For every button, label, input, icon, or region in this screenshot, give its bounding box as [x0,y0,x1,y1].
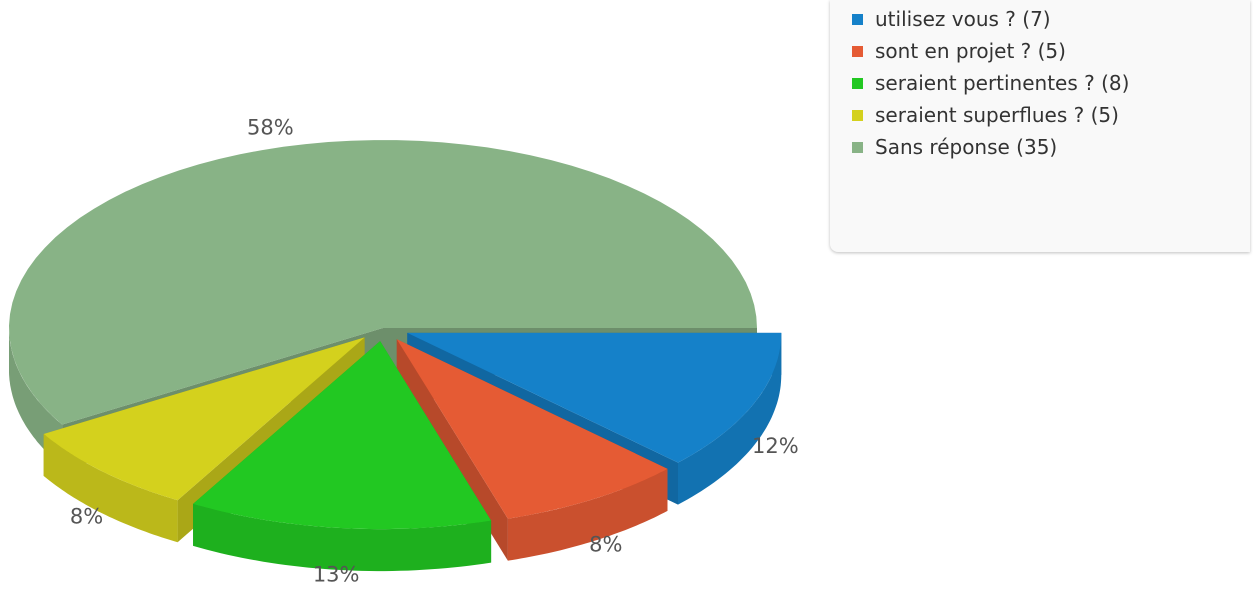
legend-label: seraient superflues ? (5) [875,103,1119,127]
legend-swatch [852,78,863,89]
slice-top [43,337,365,501]
legend-label: utilisez vous ? (7) [875,7,1051,31]
slice-wall [678,332,782,505]
chart: 12% 8% 13% 8% 58% [9,116,799,587]
legend-item: seraient pertinentes ? (8) [852,72,1250,94]
slice-wall [43,434,178,543]
data-label: 8% [589,533,622,557]
legend-swatch [852,14,863,25]
legend-swatch [852,46,863,57]
slice-wall [193,503,492,572]
legend-item: seraient superflues ? (5) [852,104,1250,126]
legend-item: utilisez vous ? (7) [852,8,1250,30]
legend-item: Sans réponse (35) [852,136,1250,158]
legend-label: Sans réponse (35) [875,135,1058,159]
slice-top [396,339,668,519]
data-label: 12% [752,434,799,458]
legend-swatch [852,142,863,153]
legend-swatch [852,110,863,121]
legend: utilisez vous ? (7) sont en projet ? (5) s… [830,0,1250,252]
legend-label: seraient pertinentes ? (8) [875,71,1130,95]
slice-top [407,332,782,463]
data-label: 13% [313,563,360,587]
legend-label: sont en projet ? (5) [875,39,1066,63]
slice-wall [9,328,63,467]
data-label: 58% [247,116,294,140]
slice-wall [507,468,668,561]
slice-top [9,140,757,425]
slice-top [193,341,492,530]
legend-item: sont en projet ? (5) [852,40,1250,62]
data-label: 8% [70,504,103,528]
slice [193,341,492,572]
